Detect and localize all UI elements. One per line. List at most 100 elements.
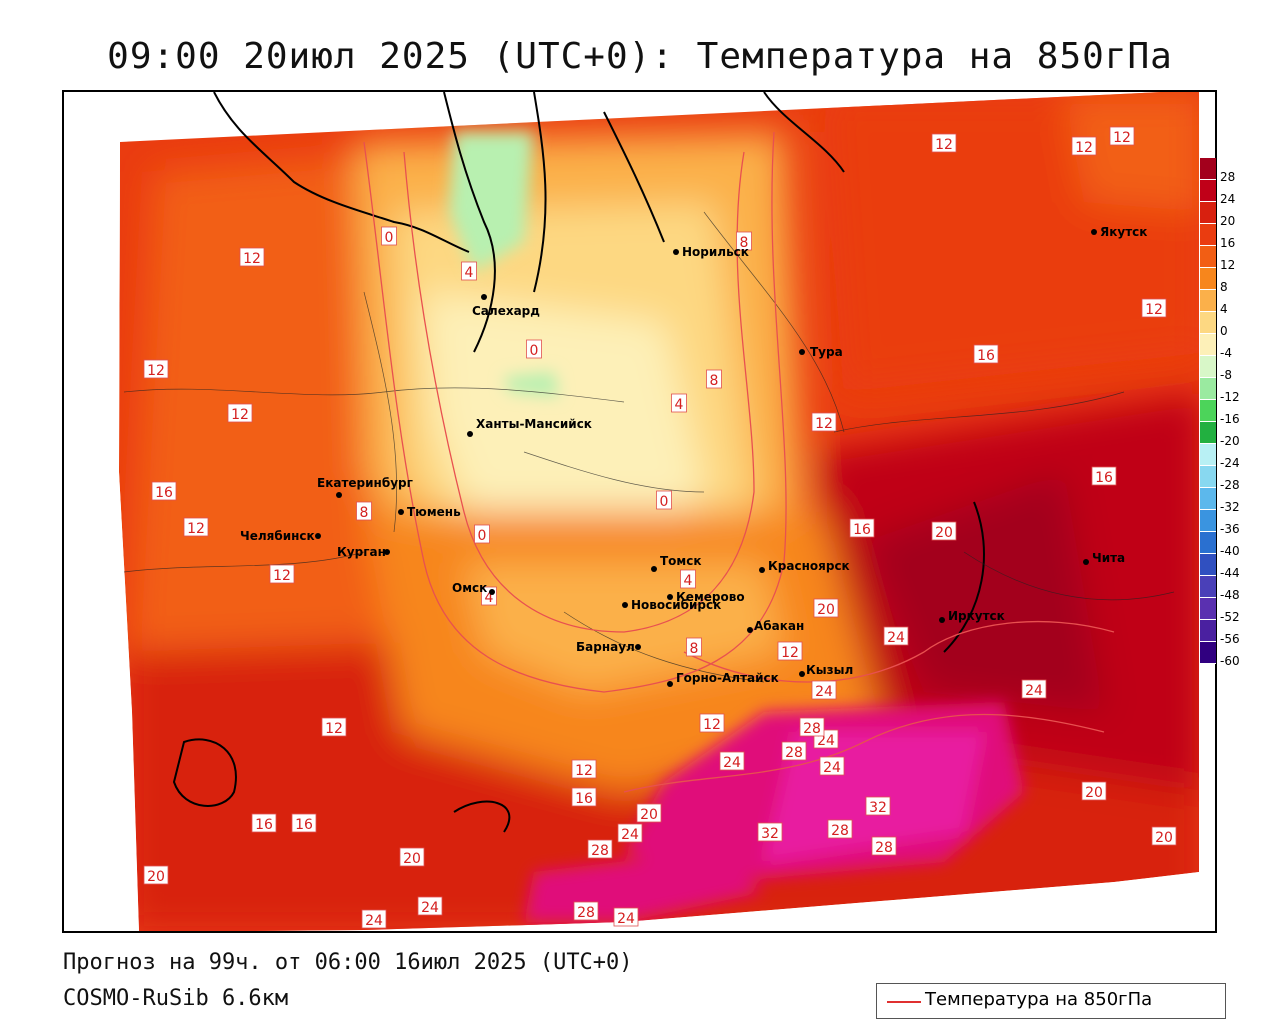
contour-label-box	[931, 521, 957, 541]
city-label: Норильск	[682, 245, 749, 259]
contour-value-label: 24	[365, 913, 383, 929]
contour-value-label: 4	[485, 590, 494, 606]
contour-label-box	[183, 517, 209, 537]
color-scale-bar	[1200, 158, 1216, 664]
contour-label-box	[227, 403, 253, 423]
color-scale-tick-label: -20	[1220, 434, 1240, 448]
contour-label-box	[699, 713, 725, 733]
contour-label-box	[321, 717, 347, 737]
contour-label-box	[827, 819, 853, 839]
color-scale-cell	[1200, 488, 1216, 510]
contour-value-label: 20	[640, 807, 658, 823]
contour-value-label: 24	[421, 900, 439, 916]
contour-label-box	[143, 865, 169, 885]
contour-value-label: 24	[617, 911, 635, 927]
contour-label-box	[571, 759, 597, 779]
contour-label-box	[399, 847, 425, 867]
color-scale-tick-label: 24	[1220, 192, 1236, 206]
contour-value-label: 12	[243, 251, 261, 267]
contour-value-label: 0	[530, 343, 539, 359]
color-scale-cell	[1200, 620, 1216, 642]
city-marker	[384, 549, 390, 555]
city-label: Кызыл	[806, 663, 853, 677]
color-scale-cell	[1200, 356, 1216, 378]
color-scale-cell	[1200, 400, 1216, 422]
contour-value-label: 24	[815, 684, 833, 700]
contour-value-label: 20	[403, 851, 421, 867]
contour-value-label: 0	[660, 494, 669, 510]
city-marker	[622, 602, 628, 608]
city-label: Иркутск	[948, 609, 1005, 623]
contour-label-box	[849, 518, 875, 538]
color-scale-tick-label: 8	[1220, 280, 1228, 294]
contour-value-label: 4	[684, 573, 693, 589]
contour-label-box	[811, 412, 837, 432]
city-label: Челябинск	[240, 529, 315, 543]
color-scale-cell	[1200, 532, 1216, 554]
contour-label-box	[883, 626, 909, 646]
city-label: Тюмень	[407, 505, 461, 519]
contour-value-label: 28	[831, 823, 849, 839]
contour-label-box	[573, 901, 599, 921]
color-scale-cell	[1200, 510, 1216, 532]
color-scale-tick-label: -56	[1220, 632, 1240, 646]
contour-label-box	[865, 796, 891, 816]
color-scale-tick-label: -52	[1220, 610, 1240, 624]
contour-label-box	[613, 907, 639, 927]
city-marker	[747, 627, 753, 633]
contour-value-label: 12	[231, 407, 249, 423]
city-marker	[1083, 559, 1089, 565]
city-marker	[315, 533, 321, 539]
city-marker	[481, 294, 487, 300]
city-marker	[489, 589, 495, 595]
contour-label-box	[617, 823, 643, 843]
contour-label-box	[819, 756, 845, 776]
contour-label-box	[719, 751, 745, 771]
isotherms	[363, 131, 1115, 793]
contour-value-label: 12	[325, 721, 343, 737]
color-scale-tick-label: -12	[1220, 390, 1240, 404]
contour-label-box	[1021, 679, 1047, 699]
city-label: Барнаул	[576, 640, 635, 654]
contour-label-box	[1071, 136, 1097, 156]
city-marker	[651, 566, 657, 572]
contour-value-label: 4	[465, 265, 474, 281]
contour-label-box	[291, 813, 317, 833]
contour-label-box	[417, 896, 443, 916]
contour-label-box	[1141, 298, 1167, 318]
contour-label-box	[1081, 781, 1107, 801]
city-marker	[398, 509, 404, 515]
chart-title: 09:00 20июл 2025 (UTC+0): Температура на…	[107, 36, 1173, 77]
contour-value-label: 28	[577, 905, 595, 921]
contour-label-box	[781, 741, 807, 761]
color-scale-cell	[1200, 466, 1216, 488]
color-scale-tick-label: 28	[1220, 170, 1236, 184]
contour-label-box	[571, 787, 597, 807]
contour-value-label: 12	[187, 521, 205, 537]
contour-value-label: 12	[1113, 130, 1131, 146]
legend-line-swatch	[887, 1001, 921, 1003]
contour-value-label: 12	[1145, 302, 1163, 318]
color-scale-cell	[1200, 224, 1216, 246]
contour-value-label: 24	[817, 733, 835, 749]
coastlines	[172, 92, 985, 833]
color-scale-tick-label: -8	[1220, 368, 1232, 382]
contour-value-label: 12	[781, 645, 799, 661]
contour-value-label: 24	[1025, 683, 1043, 699]
contour-label-box	[813, 598, 839, 618]
contour-label-box	[656, 490, 672, 510]
contour-value-label: 8	[690, 641, 699, 657]
contour-label-box	[686, 637, 702, 657]
city-marker	[667, 594, 673, 600]
contour-value-label: 28	[591, 843, 609, 859]
color-scale-tick-label: -48	[1220, 588, 1240, 602]
model-name: COSMO-RuSib 6.6км	[63, 986, 289, 1011]
contour-label-box	[777, 641, 803, 661]
contour-value-label: 12	[575, 763, 593, 779]
contour-value-label: 8	[360, 505, 369, 521]
city-label: Якутск	[1100, 225, 1147, 239]
color-scale-cell	[1200, 290, 1216, 312]
city-marker	[799, 671, 805, 677]
forecast-info: Прогноз на 99ч. от 06:00 16июл 2025 (UTC…	[63, 950, 633, 975]
color-scale-tick-label: -36	[1220, 522, 1240, 536]
